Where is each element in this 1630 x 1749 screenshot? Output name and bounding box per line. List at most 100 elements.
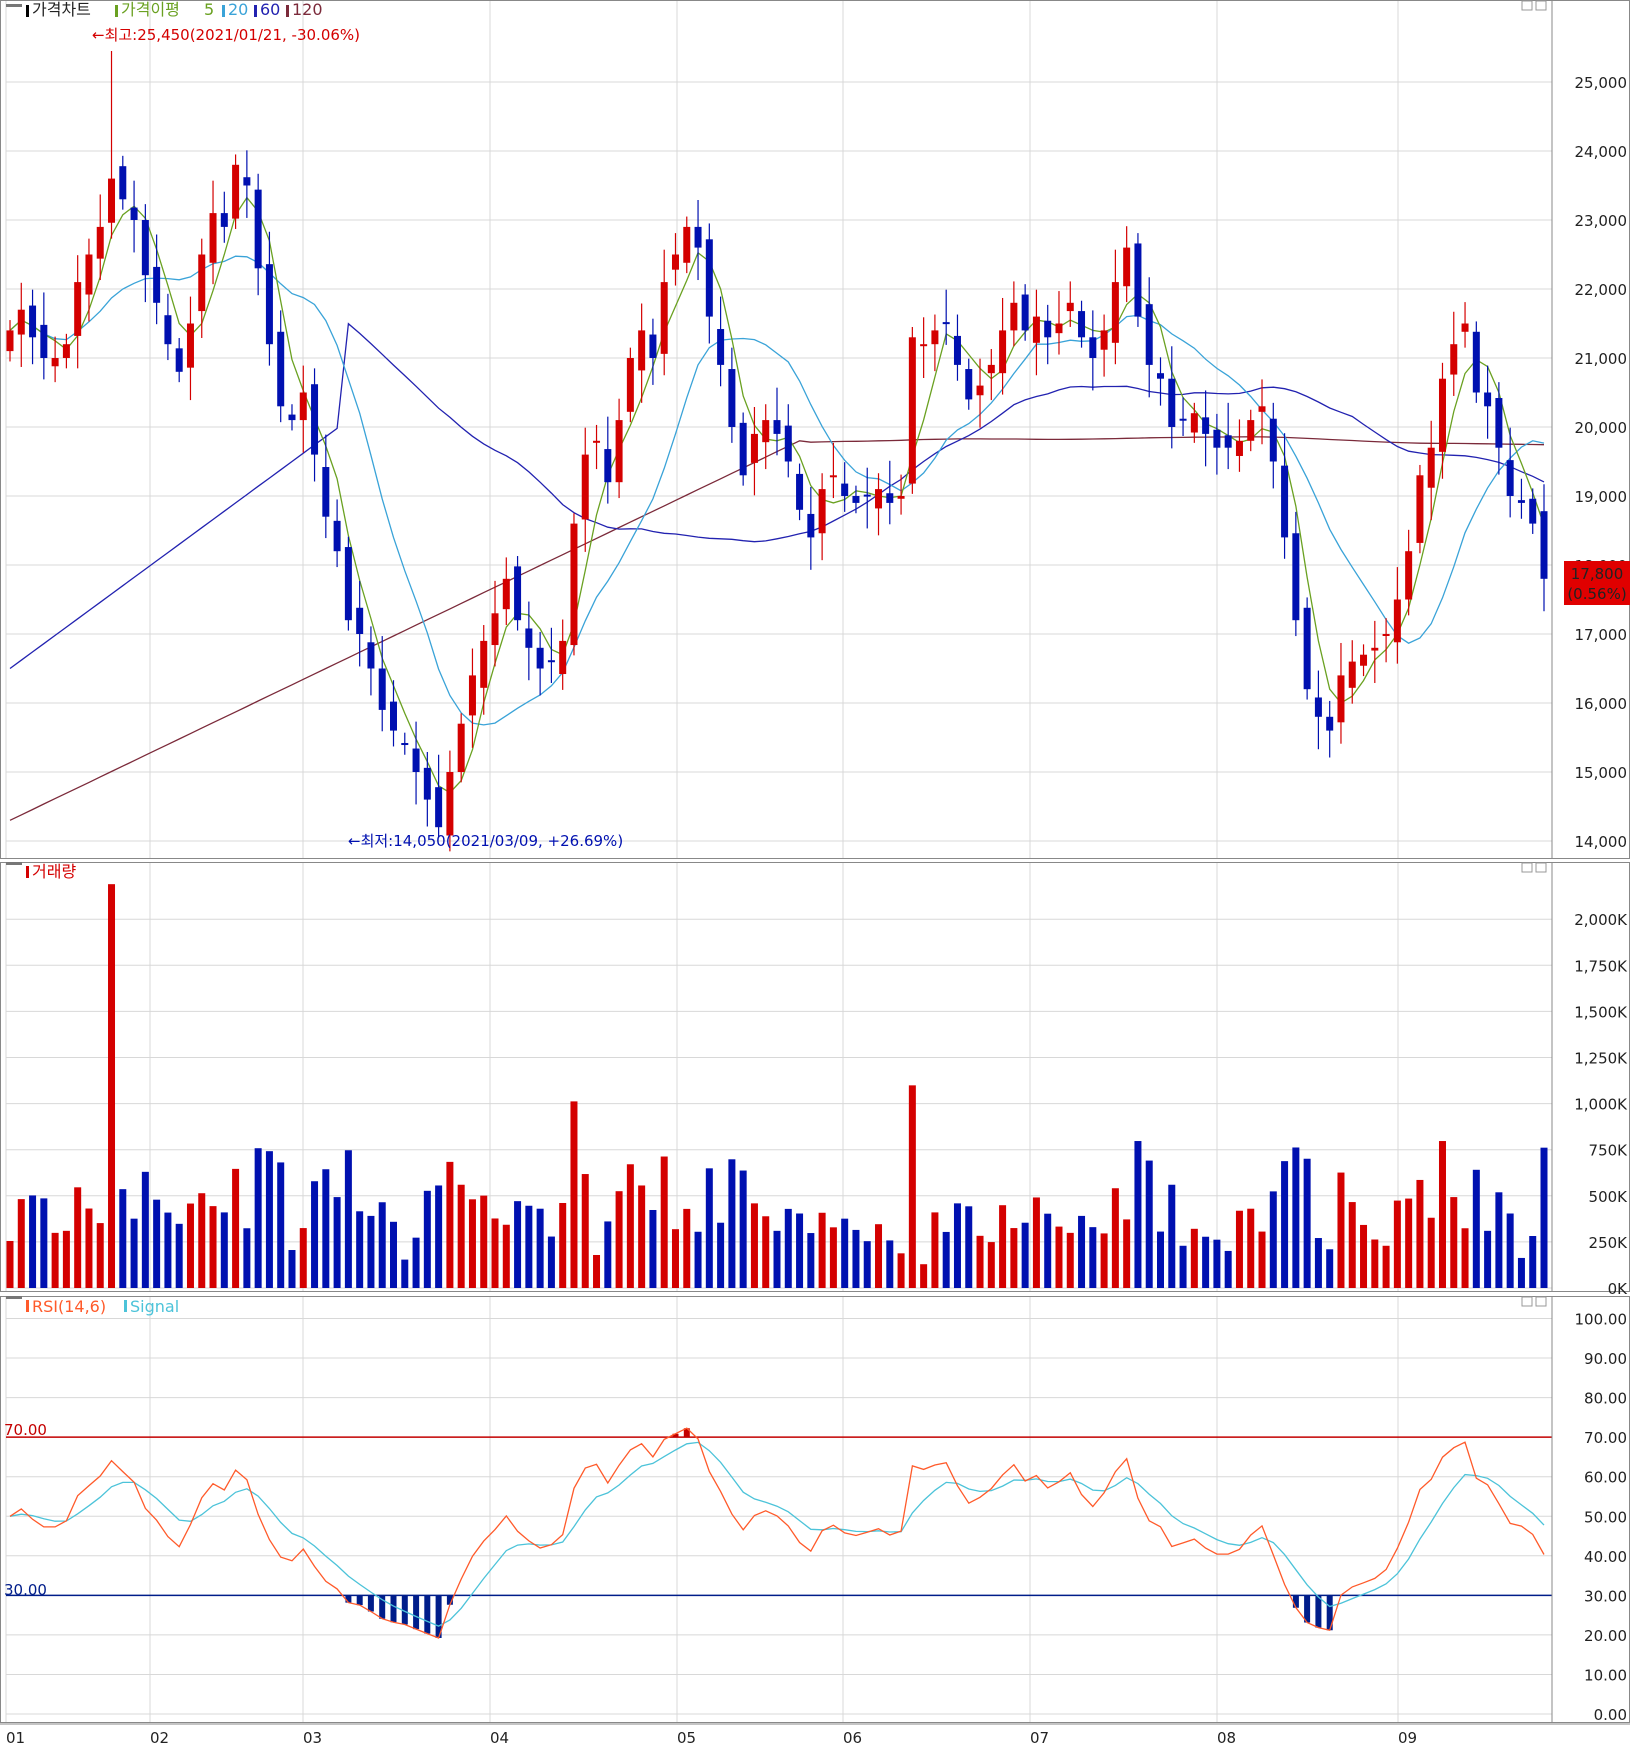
candle-body bbox=[108, 178, 116, 223]
legend-ma-title: 가격이평 bbox=[121, 0, 180, 19]
month-tick-label: 06 bbox=[843, 1729, 862, 1747]
volume-bar bbox=[581, 1174, 589, 1288]
volume-bar bbox=[491, 1218, 499, 1288]
candle-body bbox=[976, 385, 984, 396]
candle-body bbox=[367, 642, 375, 669]
close-icon[interactable] bbox=[1535, 1296, 1547, 1307]
legend-marker-price bbox=[26, 5, 29, 17]
candle-body bbox=[51, 358, 59, 367]
volume-bar bbox=[875, 1224, 883, 1288]
legend-marker-ma60 bbox=[254, 5, 257, 17]
minimize-icon[interactable] bbox=[1521, 862, 1533, 873]
legend-marker-ma20 bbox=[222, 5, 225, 17]
volume-bar bbox=[1235, 1210, 1243, 1288]
volume-bar bbox=[1078, 1215, 1086, 1288]
volume-bar bbox=[1416, 1179, 1424, 1288]
candle-body bbox=[1371, 647, 1379, 651]
volume-bar bbox=[1472, 1169, 1480, 1288]
rsi-line bbox=[9, 1427, 1545, 1639]
panel-menu-icon[interactable] bbox=[6, 1296, 22, 1299]
volume-bar bbox=[74, 1187, 82, 1288]
price-tick-label: 20,000 bbox=[1575, 419, 1628, 437]
rsi-tick-label: 90.00 bbox=[1584, 1350, 1627, 1368]
minimize-icon[interactable] bbox=[1521, 1296, 1533, 1307]
candle-body bbox=[1224, 435, 1232, 448]
volume-bar bbox=[807, 1233, 815, 1288]
volume-bar bbox=[739, 1170, 747, 1288]
volume-bar bbox=[1393, 1200, 1401, 1288]
candle-body bbox=[1450, 344, 1458, 375]
volume-bar bbox=[119, 1189, 127, 1288]
candle-body bbox=[119, 166, 127, 200]
volume-bar bbox=[976, 1235, 984, 1288]
rsi-tick-label: 20.00 bbox=[1584, 1627, 1627, 1645]
volume-bar bbox=[728, 1159, 736, 1288]
candle-body bbox=[29, 305, 37, 338]
volume-bar bbox=[559, 1202, 567, 1288]
axis-tick-labels: 25,000 24,000 23,000 22,000 21,000 20,000 19,0… bbox=[6, 74, 1628, 1747]
volume-bar bbox=[435, 1185, 443, 1288]
candle-body bbox=[1303, 607, 1311, 690]
volume-bar bbox=[1213, 1239, 1221, 1288]
candle-body bbox=[311, 384, 319, 455]
close-icon[interactable] bbox=[1535, 0, 1547, 11]
price-tick-label: 15,000 bbox=[1575, 764, 1628, 782]
volume-bar bbox=[232, 1168, 240, 1288]
volume-tick-label: 1,250K bbox=[1574, 1050, 1628, 1068]
volume-bar bbox=[1134, 1141, 1142, 1288]
month-tick-label: 03 bbox=[303, 1729, 322, 1747]
candle-body bbox=[435, 787, 443, 828]
rsi-tick-label: 100.00 bbox=[1575, 1311, 1628, 1329]
candle-body bbox=[1021, 294, 1029, 331]
volume-bar bbox=[153, 1199, 161, 1288]
panel-menu-icon[interactable] bbox=[6, 4, 22, 7]
close-icon[interactable] bbox=[1535, 862, 1547, 873]
candle-body bbox=[1190, 413, 1198, 433]
candle-body bbox=[1495, 398, 1503, 448]
candle-body bbox=[265, 264, 273, 345]
volume-bar bbox=[886, 1240, 894, 1288]
volume-bar bbox=[1337, 1172, 1345, 1288]
minimize-icon[interactable] bbox=[1521, 0, 1533, 11]
price-tick-label: 25,000 bbox=[1575, 74, 1628, 92]
volume-bar bbox=[1371, 1239, 1379, 1288]
candle-body bbox=[62, 344, 70, 358]
legend-price-chart: 가격차트 bbox=[32, 0, 91, 19]
volume-bar bbox=[638, 1185, 646, 1288]
rsi-overbought-fill bbox=[672, 1428, 690, 1438]
ma60-line bbox=[9, 322, 1545, 670]
candle-body bbox=[1078, 311, 1086, 338]
panel-border bbox=[0, 862, 1630, 1292]
volume-bar bbox=[570, 1101, 578, 1288]
candle-body bbox=[1337, 675, 1345, 723]
high-annotation: ←최고:25,450(2021/01/21, -30.06%) bbox=[92, 26, 360, 44]
panel-menu-icon[interactable] bbox=[6, 862, 22, 865]
candle-body bbox=[1089, 337, 1097, 358]
rsi-tick-label: 40.00 bbox=[1584, 1548, 1627, 1566]
volume-bar bbox=[243, 1228, 251, 1288]
price-tick-label: 24,000 bbox=[1575, 143, 1628, 161]
candle-body bbox=[412, 748, 420, 772]
moving-average-lines bbox=[9, 196, 1545, 821]
volume-bar bbox=[1190, 1228, 1198, 1288]
candle-body bbox=[491, 613, 499, 646]
legend-signal: Signal bbox=[130, 1297, 179, 1316]
candle-body bbox=[1111, 282, 1119, 343]
volume-bar bbox=[1540, 1147, 1548, 1288]
candle-body bbox=[593, 440, 601, 443]
volume-bar bbox=[367, 1215, 375, 1288]
candle-body bbox=[457, 723, 465, 772]
volume-bar bbox=[401, 1259, 409, 1288]
volume-bar bbox=[175, 1223, 183, 1288]
volume-bar bbox=[423, 1190, 431, 1288]
candle-body bbox=[480, 640, 488, 688]
rsi-tick-label: 80.00 bbox=[1584, 1390, 1627, 1408]
volume-bar bbox=[852, 1229, 860, 1288]
volume-bar bbox=[841, 1218, 849, 1288]
candle-body bbox=[1145, 304, 1153, 365]
rsi-upper-label: 70.00 bbox=[4, 1421, 47, 1439]
candle-body bbox=[739, 422, 747, 476]
legend-marker-ma bbox=[115, 5, 118, 17]
price-tick-label: 23,000 bbox=[1575, 212, 1628, 230]
candle-body bbox=[717, 329, 725, 365]
